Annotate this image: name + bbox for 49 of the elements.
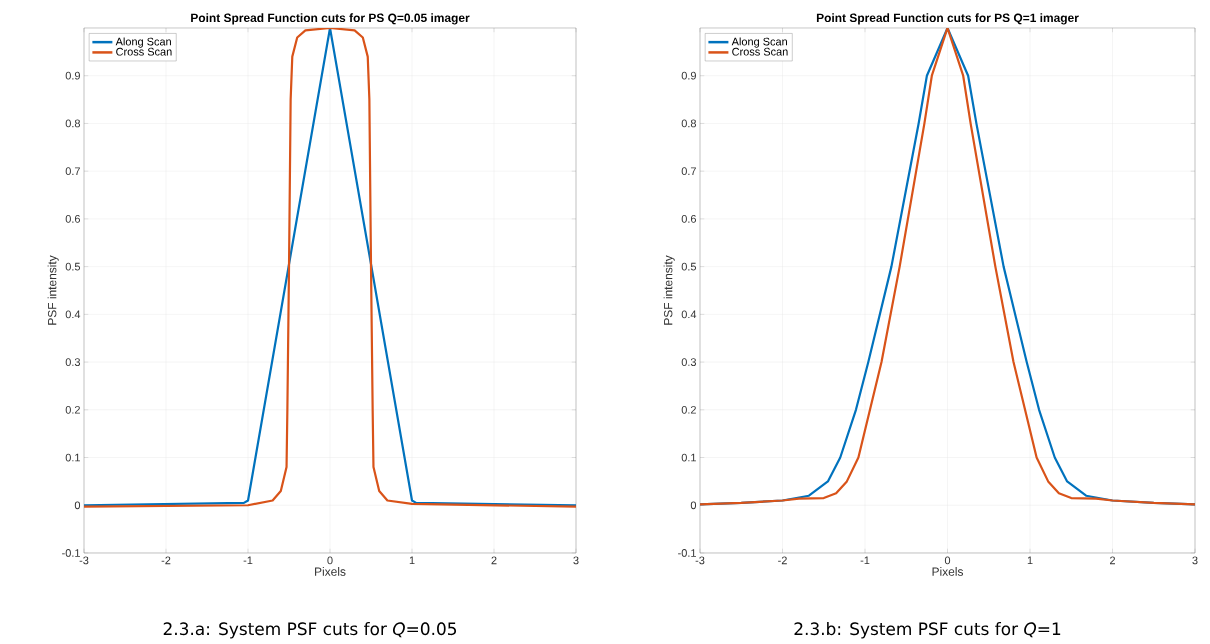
text: 2.3.a: System PSF cuts for Q=0.05 [163,622,457,639]
y-tick-label: 0.1 [681,453,696,462]
chart-title: Point Spread Function cuts for PS Q=0.05 imager [191,13,470,25]
x-tick-label: 3 [573,556,579,565]
text: 2.3.b: System PSF cuts for Q=1 [794,622,1061,639]
y-tick-label: 0 [690,501,697,510]
x-tick-label: 2 [1110,556,1116,565]
x-tick-label: -3 [79,556,89,565]
y-tick-label: 0.6 [681,215,697,223]
y-tick-label: 0 [74,501,81,510]
x-tick-label: -2 [161,556,171,565]
y-tick-label: 0.9 [65,71,80,80]
x-tick-label: 3 [1192,556,1198,565]
line-series [700,27,1195,506]
y-tick-label: -0.1 [678,549,696,557]
y-tick-label: 0.4 [65,310,81,319]
chart-title: Point Spread Function cuts for PS Q=1 imager [816,13,1079,25]
y-tick-label: 0.8 [65,119,80,128]
x-tick-label: -1 [243,556,253,565]
x-tick-label: 0 [944,556,951,565]
x-tick-label: 1 [1027,556,1033,565]
y-tick-label: 0.7 [65,167,80,176]
legend-label: Along Scan [731,37,787,48]
y-tick-label: 0.3 [65,358,80,366]
y-tick-label: 0.6 [65,215,80,223]
y-tick-label: 0.1 [65,453,80,462]
x-tick-label: -1 [860,556,870,565]
y-axis-title: PSF intensity [47,255,59,325]
y-tick-label: 0.9 [681,71,696,80]
legend-label: Along Scan [115,37,171,48]
y-tick-label: -0.1 [62,549,80,557]
x-tick-label: 2 [491,556,497,565]
x-axis-title: Pixels [932,567,964,576]
y-tick-label: 0.3 [681,358,697,366]
x-axis-title: Pixels [315,567,346,576]
y-tick-label: 0.7 [681,167,696,176]
x-tick-label: -2 [778,556,787,565]
legend-label: Cross Scan [732,47,788,56]
y-tick-label: 0.8 [681,119,697,128]
x-tick-label: 0 [327,556,333,565]
y-tick-label: 0.5 [681,262,697,271]
y-tick-label: 0.2 [65,405,80,414]
x-tick-label: 1 [409,556,415,565]
y-tick-label: 0.2 [681,405,696,414]
y-axis-title: PSF intensity [663,255,675,325]
x-tick-label: -3 [695,556,705,565]
y-tick-label: 0.4 [681,310,697,319]
legend-label: Cross Scan [116,47,172,56]
y-tick-label: 0.5 [65,262,81,271]
